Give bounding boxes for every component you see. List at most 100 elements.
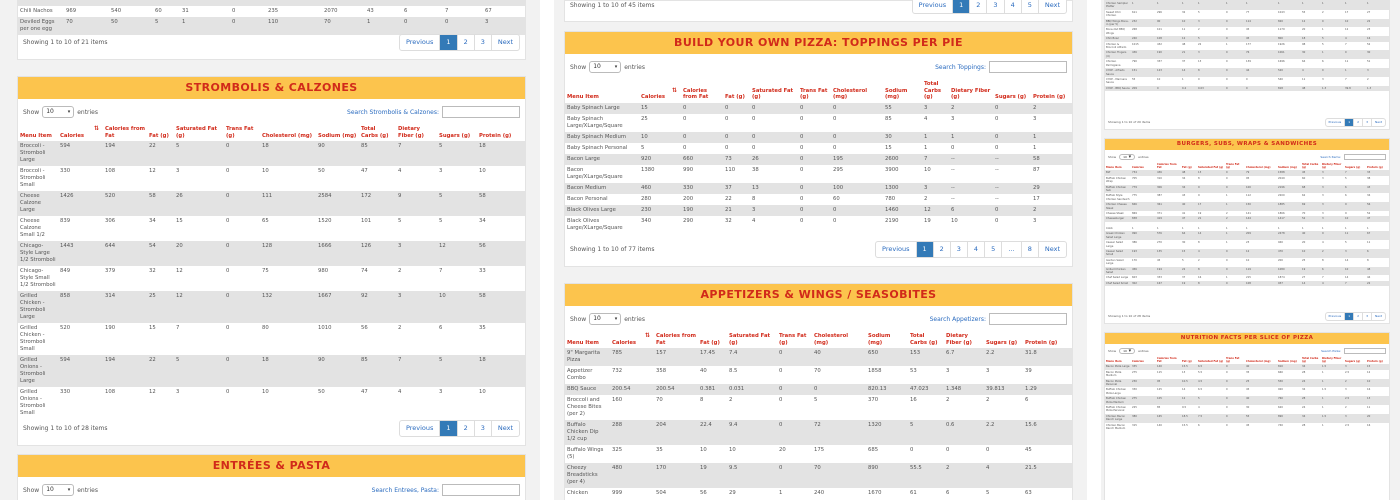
column-header[interactable]: Saturated Fat (g) <box>174 125 224 141</box>
next-page-button[interactable]: Next <box>1044 0 1060 9</box>
column-header[interactable]: Calories from Fat <box>654 332 698 348</box>
page-4-button[interactable]: 4 <box>968 241 986 257</box>
entries-select[interactable]: 10 ▾ <box>589 313 622 325</box>
next-page-button[interactable]: Next <box>1044 244 1060 253</box>
column-header[interactable]: Trans Fat (g) <box>1225 357 1245 364</box>
column-header[interactable]: Trans Fat (g) <box>1225 163 1245 170</box>
sort-icon[interactable]: ⇅ <box>671 86 677 94</box>
page-4-button[interactable]: 4 <box>1005 0 1022 13</box>
column-header[interactable]: Calories <box>1131 163 1156 170</box>
column-header[interactable]: Saturated Fat (g) <box>1197 357 1225 364</box>
entries-select[interactable]: 10 ▾ <box>1119 153 1136 160</box>
column-header[interactable]: Fat (g) <box>723 80 750 103</box>
column-header[interactable]: Total Carbs (g) <box>1301 163 1321 170</box>
column-header[interactable]: Fat (g) <box>698 332 727 348</box>
page-1-button[interactable]: 1 <box>440 420 458 436</box>
column-header[interactable]: Calories from Fat <box>681 80 723 103</box>
column-header[interactable]: Menu Item <box>565 80 639 103</box>
column-header[interactable]: Protein (g) <box>1023 332 1073 348</box>
page-2-button[interactable]: 2 <box>458 420 475 436</box>
sort-icon[interactable]: ⇅ <box>93 125 99 132</box>
page-1-button[interactable]: 1 <box>953 0 971 13</box>
column-header[interactable]: Sugars (g) <box>993 80 1031 103</box>
page-3-button[interactable]: 3 <box>987 0 1005 13</box>
next-page-button[interactable]: Next <box>497 423 513 432</box>
column-header[interactable]: Cholesterol (mg) <box>1245 357 1277 364</box>
sort-icon[interactable]: ⇅ <box>644 332 650 339</box>
column-header[interactable]: Total Carbs (g) <box>1301 357 1321 364</box>
column-header[interactable]: Sodium (mg) <box>1277 357 1301 364</box>
entries-select[interactable]: 10 ▾ <box>1119 347 1136 354</box>
page-3-button[interactable]: 3 <box>475 34 492 50</box>
column-header[interactable]: Protein (g) <box>1366 357 1390 364</box>
column-header[interactable]: Saturated Fat (g) <box>1197 163 1225 170</box>
column-header[interactable]: Fat (g) <box>147 125 174 141</box>
page-5-button[interactable]: 5 <box>985 241 1003 257</box>
column-header[interactable]: Trans Fat (g) <box>777 332 812 348</box>
entries-select[interactable]: 10 ▾ <box>42 106 75 118</box>
next-page-button[interactable]: Next <box>497 37 513 46</box>
column-header[interactable]: Total Carbs (g) <box>359 125 396 141</box>
entries-select[interactable]: 10 ▾ <box>589 61 622 73</box>
previous-page-button[interactable]: Previous <box>400 34 441 50</box>
previous-page-button[interactable]: Previous <box>1326 118 1346 126</box>
search-input[interactable] <box>1344 347 1386 354</box>
column-header[interactable]: Sugars (g) <box>1344 163 1366 170</box>
column-header[interactable]: Cholesterol (mg) <box>1245 163 1277 170</box>
column-header[interactable]: Dietary Fiber (g) <box>944 332 984 348</box>
next-page-button[interactable]: Next <box>1375 313 1382 318</box>
column-header[interactable]: Calories from Fat <box>103 125 147 141</box>
page-8-button[interactable]: 8 <box>1022 241 1039 257</box>
column-header[interactable]: Fat (g) <box>1181 357 1197 364</box>
column-header[interactable]: Sugars (g) <box>984 332 1023 348</box>
page-3-button[interactable]: 3 <box>1363 312 1372 320</box>
column-header[interactable]: ⇅ Calories <box>610 332 654 348</box>
column-header[interactable]: Total Carbs (g) <box>922 80 949 103</box>
next-page-button[interactable]: Next <box>1375 119 1382 124</box>
column-header[interactable]: Cholesterol (mg) <box>812 332 866 348</box>
column-header[interactable]: Cholesterol (mg) <box>831 80 883 103</box>
column-header[interactable]: Saturated Fat (g) <box>727 332 777 348</box>
column-header[interactable]: Sugars (g) <box>437 125 477 141</box>
column-header[interactable]: Dietary Fiber (g) <box>949 80 993 103</box>
previous-page-button[interactable]: Previous <box>876 241 917 257</box>
column-header[interactable]: Dietary Fiber (g) <box>1321 357 1344 364</box>
page-1-button[interactable]: 1 <box>440 34 458 50</box>
page-2-button[interactable]: 2 <box>458 34 475 50</box>
previous-page-button[interactable]: Previous <box>1326 312 1346 320</box>
entries-select[interactable]: 10 ▾ <box>42 484 75 496</box>
column-header[interactable]: Dietary Fiber (g) <box>1321 163 1344 170</box>
column-header[interactable]: Trans Fat (g) <box>224 125 260 141</box>
column-header[interactable]: Sodium (mg) <box>1277 163 1301 170</box>
column-header[interactable]: Protein (g) <box>1366 163 1390 170</box>
page-3-button[interactable]: 3 <box>951 241 968 257</box>
search-input[interactable] <box>1344 153 1386 160</box>
column-header[interactable]: Trans Fat (g) <box>798 80 831 103</box>
page-1-button[interactable]: 1 <box>1345 312 1355 320</box>
column-header[interactable]: Total Carbs (g) <box>908 332 944 348</box>
page-2-button[interactable]: 2 <box>1354 312 1364 320</box>
column-header[interactable]: Menu Item <box>1105 163 1131 170</box>
search-input[interactable] <box>989 313 1067 325</box>
page-2-button[interactable]: 2 <box>970 0 988 13</box>
column-header[interactable]: Sugars (g) <box>1344 357 1366 364</box>
search-input[interactable] <box>442 106 520 118</box>
column-header[interactable]: Protein (g) <box>1031 80 1073 103</box>
column-header[interactable]: Sodium (mg) <box>316 125 359 141</box>
page-3-button[interactable]: 3 <box>1363 118 1372 126</box>
column-header[interactable]: Dietary Fiber (g) <box>396 125 437 141</box>
column-header[interactable]: Calories <box>1131 357 1156 364</box>
previous-page-button[interactable]: Previous <box>400 420 441 436</box>
page-5-button[interactable]: 5 <box>1022 0 1039 13</box>
previous-page-button[interactable]: Previous <box>913 0 954 13</box>
column-header[interactable]: Menu Item <box>1105 357 1131 364</box>
column-header[interactable]: ⇅ Calories <box>639 80 681 103</box>
page-2-button[interactable]: 2 <box>934 241 951 257</box>
column-header[interactable]: Protein (g) <box>477 125 525 141</box>
column-header[interactable]: Cholesterol (mg) <box>260 125 316 141</box>
column-header[interactable]: Calories from Fat <box>1156 163 1181 170</box>
page-1-button[interactable]: 1 <box>1345 118 1355 126</box>
column-header[interactable]: Saturated Fat (g) <box>750 80 798 103</box>
page-2-button[interactable]: 2 <box>1354 118 1364 126</box>
search-input[interactable] <box>989 61 1067 73</box>
